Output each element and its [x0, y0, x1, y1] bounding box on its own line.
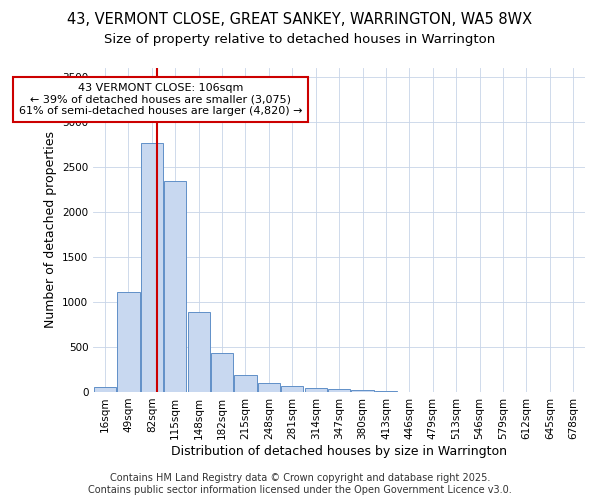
- Bar: [188, 312, 210, 392]
- Bar: [235, 376, 257, 392]
- Bar: [141, 143, 163, 392]
- Bar: [328, 390, 350, 392]
- Bar: [164, 181, 187, 392]
- Bar: [375, 391, 397, 392]
- Bar: [94, 388, 116, 392]
- Bar: [117, 292, 140, 392]
- Text: Contains HM Land Registry data © Crown copyright and database right 2025.
Contai: Contains HM Land Registry data © Crown c…: [88, 474, 512, 495]
- Text: 43 VERMONT CLOSE: 106sqm
← 39% of detached houses are smaller (3,075)
61% of sem: 43 VERMONT CLOSE: 106sqm ← 39% of detach…: [19, 83, 302, 116]
- Bar: [352, 390, 374, 392]
- Bar: [211, 353, 233, 392]
- Bar: [305, 388, 327, 392]
- X-axis label: Distribution of detached houses by size in Warrington: Distribution of detached houses by size …: [171, 444, 507, 458]
- Bar: [281, 386, 304, 392]
- Text: 43, VERMONT CLOSE, GREAT SANKEY, WARRINGTON, WA5 8WX: 43, VERMONT CLOSE, GREAT SANKEY, WARRING…: [67, 12, 533, 28]
- Y-axis label: Number of detached properties: Number of detached properties: [44, 131, 56, 328]
- Text: Size of property relative to detached houses in Warrington: Size of property relative to detached ho…: [104, 32, 496, 46]
- Bar: [258, 383, 280, 392]
